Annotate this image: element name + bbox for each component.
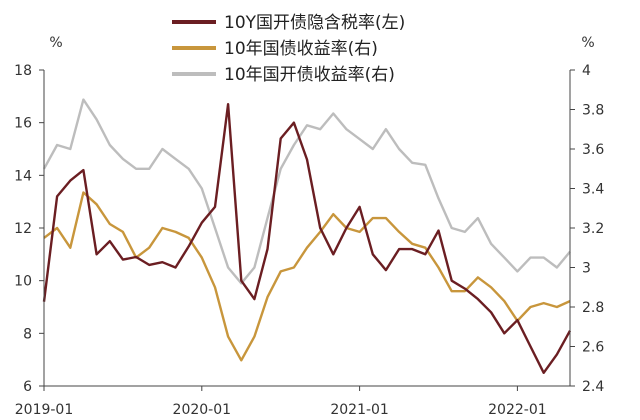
- series-layer: [42, 98, 572, 374]
- x-tick-label: 2022-01: [488, 402, 547, 418]
- series-line-cdb-yield: [42, 98, 571, 285]
- right-axis-unit: %: [581, 35, 594, 51]
- right-tick-label: 3: [582, 261, 591, 277]
- series-line-treasury-yield: [43, 191, 571, 362]
- left-tick-label: 6: [23, 379, 32, 395]
- right-tick-label: 3.6: [582, 142, 604, 158]
- left-tick-label: 12: [14, 221, 32, 237]
- right-tick-label: 2.4: [582, 379, 604, 395]
- series-line-implied-tax-rate: [42, 102, 572, 374]
- right-tick-label: 4: [582, 63, 591, 79]
- right-tick-label: 2.8: [582, 300, 604, 316]
- x-tick-label: 2021-01: [330, 402, 389, 418]
- right-tick-label: 3.4: [582, 182, 604, 198]
- x-tick-label: 2020-01: [173, 402, 232, 418]
- left-tick-label: 14: [14, 168, 32, 184]
- left-tick-label: 8: [23, 326, 32, 342]
- right-tick-label: 3.8: [582, 103, 604, 119]
- legend: 10Y国开债隐含税率(左) 10年国债收益率(右) 10年国开债收益率(右): [172, 13, 405, 85]
- left-tick-label: 16: [14, 116, 32, 132]
- left-tick-label: 10: [14, 274, 32, 290]
- left-axis-unit: %: [49, 35, 62, 51]
- right-tick-label: 2.6: [582, 340, 604, 356]
- axes-layer: 6 8 10 12 14 16 18 2.4 2.6 2.8 3 3.2 3.4 3.6 3.8 4 2019-…: [14, 63, 604, 418]
- right-tick-label: 3.2: [582, 221, 604, 237]
- legend-label: 10年国开债收益率(右): [224, 65, 395, 85]
- x-tick-label: 2019-01: [15, 402, 74, 418]
- legend-label: 10Y国开债隐含税率(左): [224, 13, 405, 33]
- left-tick-label: 18: [14, 63, 32, 79]
- legend-label: 10年国债收益率(右): [224, 39, 378, 59]
